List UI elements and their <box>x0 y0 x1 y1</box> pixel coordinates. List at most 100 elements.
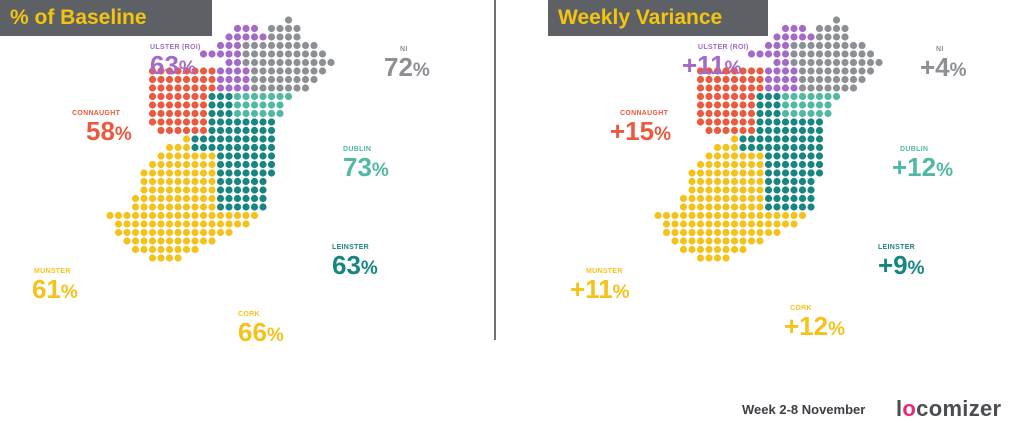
map-dot <box>148 186 157 194</box>
map-dot <box>216 186 225 194</box>
map-dot <box>182 152 191 160</box>
map-dot <box>798 177 807 186</box>
map-dot <box>242 58 250 67</box>
map-dot <box>824 92 832 101</box>
map-dot <box>764 67 773 75</box>
map-dot <box>208 211 216 220</box>
map-dot <box>233 75 242 84</box>
map-dot <box>696 228 705 237</box>
map-dot <box>165 237 174 245</box>
map-dot <box>293 75 301 84</box>
map-dot <box>284 67 293 75</box>
map-dot <box>824 41 832 50</box>
map-dot <box>730 118 739 126</box>
map-dot <box>798 126 807 135</box>
map-dot <box>250 143 259 152</box>
map-dot <box>165 177 174 186</box>
map-dot <box>764 220 773 228</box>
map-dot <box>696 84 705 92</box>
map-dot <box>165 67 174 75</box>
map-dot <box>730 203 739 211</box>
map-dot <box>790 203 798 211</box>
map-dot <box>866 67 875 75</box>
map-dot <box>756 101 764 109</box>
map-dot <box>730 143 739 152</box>
map-dot <box>756 203 764 211</box>
map-dot <box>798 58 807 67</box>
map-dot <box>713 67 722 75</box>
map-dot <box>199 67 208 75</box>
map-dot <box>824 67 832 75</box>
map-dot <box>216 169 225 177</box>
map-dot <box>225 228 233 237</box>
map-dot <box>679 211 688 220</box>
map-dot <box>849 58 858 67</box>
map-dot <box>696 186 705 194</box>
map-dot <box>157 160 165 169</box>
map-dot <box>250 50 259 58</box>
map-dot <box>140 186 148 194</box>
map-dot <box>764 75 773 84</box>
map-dot <box>250 84 259 92</box>
region-name: ULSTER (ROI) <box>150 44 201 51</box>
map-dot <box>841 33 849 41</box>
map-dot <box>713 84 722 92</box>
map-dot <box>790 211 798 220</box>
panel-title: Weekly Variance <box>548 0 768 36</box>
map-dot <box>293 24 301 33</box>
map-dot <box>798 33 807 41</box>
region-value: 63% <box>150 50 196 80</box>
map-dot <box>688 245 696 254</box>
map-dot <box>756 228 764 237</box>
map-dot <box>191 92 199 101</box>
map-dot <box>798 84 807 92</box>
map-dot <box>747 118 756 126</box>
map-dot <box>242 67 250 75</box>
map-dot <box>165 211 174 220</box>
map-dot <box>815 160 824 169</box>
map-dot <box>123 211 131 220</box>
map-dot <box>250 24 259 33</box>
map-dot <box>225 169 233 177</box>
map-dot <box>722 220 730 228</box>
map-dot <box>140 169 148 177</box>
region-name: LEINSTER <box>332 244 370 251</box>
map-dot <box>182 143 191 152</box>
map-dot <box>165 160 174 169</box>
map-dot <box>208 194 216 203</box>
map-dot <box>722 186 730 194</box>
map-dot <box>841 50 849 58</box>
map-dot <box>730 109 739 118</box>
map-dot <box>225 109 233 118</box>
map-dot <box>815 84 824 92</box>
map-dot <box>773 67 781 75</box>
map-dot <box>259 126 267 135</box>
map-dot <box>250 67 259 75</box>
map-dot <box>293 67 301 75</box>
map-dot <box>165 143 174 152</box>
map-dot <box>131 228 140 237</box>
map-dot <box>781 50 790 58</box>
map-dot <box>756 109 764 118</box>
map-dot <box>276 33 284 41</box>
map-dot <box>858 75 866 84</box>
map-dot <box>182 101 191 109</box>
region-value: +4% <box>920 52 967 82</box>
map-dot <box>705 177 713 186</box>
map-dot <box>293 84 301 92</box>
map-dot <box>790 126 798 135</box>
map-dot <box>233 101 242 109</box>
map-dot <box>747 143 756 152</box>
map-dot <box>123 220 131 228</box>
map-dot <box>284 75 293 84</box>
map-dot <box>815 169 824 177</box>
map-dot <box>259 160 267 169</box>
map-dot <box>747 220 756 228</box>
locomizer-logo: locomizer <box>896 396 1002 421</box>
map-dot <box>832 50 841 58</box>
map-dot <box>756 220 764 228</box>
map-dot <box>199 237 208 245</box>
map-dot <box>739 92 747 101</box>
map-dot <box>131 220 140 228</box>
map-dot <box>696 177 705 186</box>
